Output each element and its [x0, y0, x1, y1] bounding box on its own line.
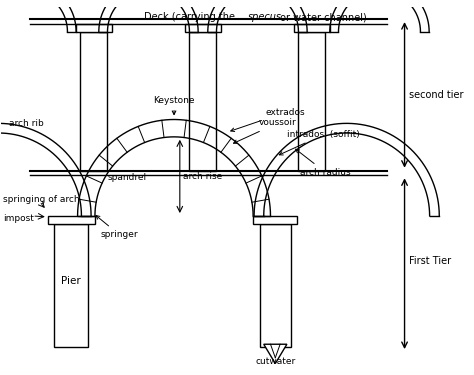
Bar: [48, 216, 95, 223]
Text: cutwater: cutwater: [255, 357, 295, 366]
Bar: [293, 24, 330, 32]
Text: arch rib: arch rib: [9, 119, 44, 128]
Text: second tier: second tier: [410, 90, 464, 100]
Bar: [190, 32, 217, 171]
Text: Pier: Pier: [62, 276, 81, 286]
Text: intrados  (soffit): intrados (soffit): [279, 130, 360, 155]
Bar: [253, 216, 298, 223]
Text: arch rise: arch rise: [182, 172, 222, 181]
Bar: [299, 32, 326, 171]
Bar: [185, 24, 221, 32]
Text: or water channel): or water channel): [277, 12, 367, 22]
Polygon shape: [264, 344, 287, 363]
Text: spandrel: spandrel: [107, 173, 146, 182]
Text: Deck (carrying the: Deck (carrying the: [144, 12, 238, 22]
Text: springer: springer: [96, 216, 138, 239]
Bar: [76, 24, 112, 32]
Text: First Tier: First Tier: [410, 256, 452, 266]
Text: springing of arch: springing of arch: [3, 195, 80, 204]
Text: Keystone: Keystone: [153, 96, 195, 114]
Text: arch radius: arch radius: [296, 149, 351, 177]
Text: voussoir: voussoir: [234, 118, 297, 143]
Bar: [260, 224, 291, 347]
Text: impost: impost: [3, 214, 34, 223]
Bar: [55, 224, 88, 347]
Text: specus: specus: [248, 12, 283, 22]
Text: extrados: extrados: [231, 108, 305, 132]
Bar: [81, 32, 108, 171]
